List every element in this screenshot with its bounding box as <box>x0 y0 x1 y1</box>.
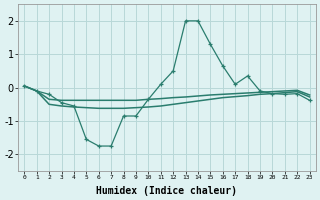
X-axis label: Humidex (Indice chaleur): Humidex (Indice chaleur) <box>96 186 237 196</box>
